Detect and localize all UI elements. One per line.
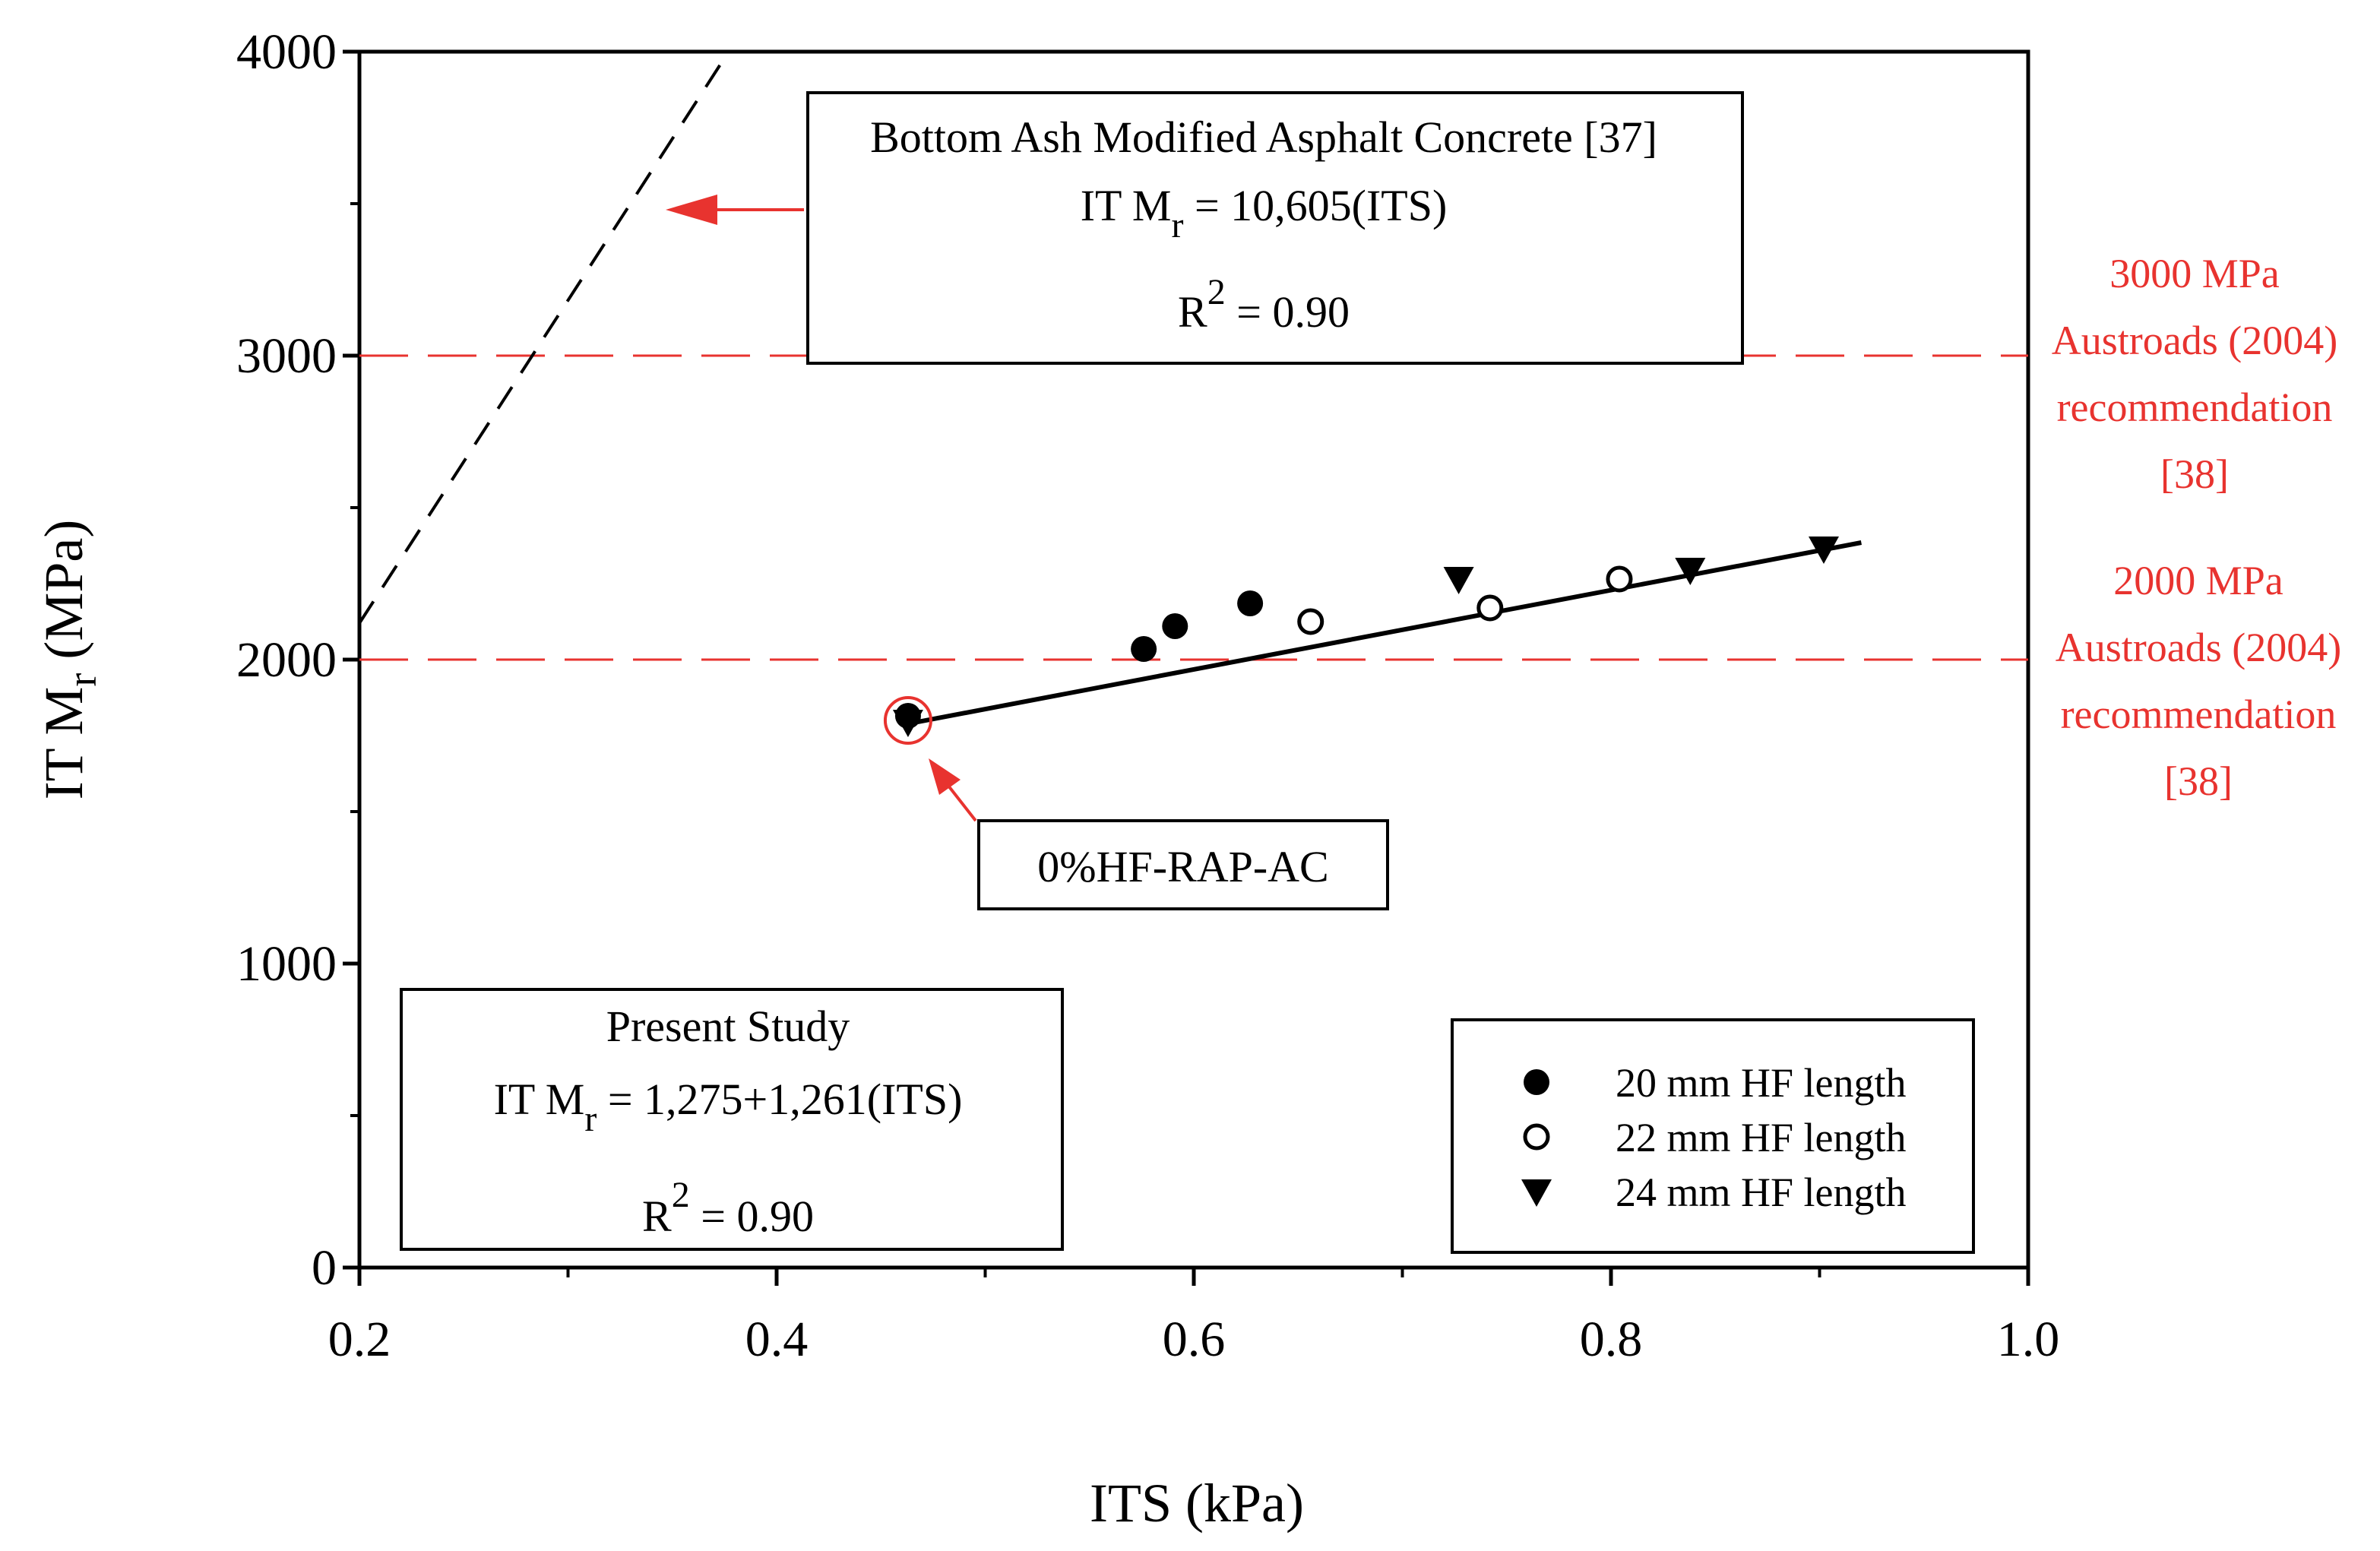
x-axis-title: ITS (kPa) [1090,1473,1304,1534]
point-24mm [892,710,923,737]
point-20mm [1131,636,1157,662]
bottom-ash-arrow-head [666,195,717,225]
legend: 20 mm HF length 22 mm HF length 24 mm HF… [1451,1018,1975,1254]
austroads-3000-label: 3000 MPa Austroads (2004) recommendation… [2052,251,2337,497]
point-22mm [1476,594,1504,622]
x-tick-label: 0.8 [1580,1312,1643,1367]
bottom-ash-regression-line [358,50,730,625]
data-points [892,537,1839,737]
highlight-arrow-shaft [947,784,977,822]
present-study-fit-line [907,540,1862,726]
y-axis-title: IT Mr (MPa) [33,520,105,800]
y-tick-label: 1000 [236,936,337,992]
austroads-2000-label: 2000 MPa Austroads (2004) recommendation… [2056,558,2341,804]
present-study-equation: IT Mr = 1,275+1,261(ITS) [494,1075,963,1139]
bottom-ash-r2: R2 = 0.90 [1178,272,1350,337]
y-tick-label: 4000 [236,24,337,80]
legend-label-22mm: 22 mm HF length [1616,1115,1907,1160]
austroads-2000-line2: Austroads (2004) [2056,625,2341,670]
point-22mm [1297,608,1325,635]
legend-marker-20mm [1524,1069,1549,1095]
highlight-callout: 0%HF-RAP-AC [883,696,1389,910]
present-study-annotation: Present Study IT Mr = 1,275+1,261(ITS) R… [400,988,1064,1251]
point-20mm [1162,613,1188,639]
austroads-2000-line4: [38] [2164,758,2233,804]
point-24mm [1443,567,1474,594]
y-tick-label: 3000 [236,328,337,384]
bottom-ash-box [806,91,1744,365]
x-tick-label: 0.6 [1163,1312,1226,1367]
austroads-2000-line1: 2000 MPa [2113,558,2283,603]
legend-marker-24mm [1521,1179,1552,1207]
present-study-box [400,988,1064,1251]
austroads-3000-line3: recommendation [2057,385,2333,430]
reference-hlines [359,354,2028,661]
legend-marker-22mm [1523,1123,1550,1151]
highlight-arrow-head [929,758,961,795]
y-tick-label: 2000 [236,632,337,688]
point-24mm [1808,537,1839,564]
fit-lines [358,50,1862,726]
highlight-label: 0%HF-RAP-AC [1037,842,1329,891]
highlight-circle [883,696,932,745]
point-22mm [1606,565,1633,593]
point-24mm [1675,558,1706,585]
axis-ticks: 0.2 0.4 0.6 0.8 1.0 0 1000 2000 3000 4000 [236,24,2059,1367]
bottom-ash-equation: IT Mr = 10,605(ITS) [1081,181,1448,245]
legend-label-24mm: 24 mm HF length [1616,1170,1907,1215]
bottom-ash-title: Bottom Ash Modified Asphalt Concrete [37… [870,112,1657,162]
x-tick-label: 0.4 [745,1312,809,1367]
present-study-title: Present Study [606,1002,850,1051]
y-tick-label: 0 [312,1240,337,1296]
austroads-3000-line1: 3000 MPa [2109,251,2280,296]
x-tick-label: 0.2 [328,1312,391,1367]
austroads-3000-line4: [38] [2160,451,2229,497]
legend-label-20mm: 20 mm HF length [1616,1060,1907,1106]
point-20mm [1237,590,1264,616]
present-study-r2: R2 = 0.90 [642,1175,814,1241]
highlight-label-box [977,819,1389,910]
austroads-2000-line3: recommendation [2061,692,2337,737]
bottom-ash-annotation: Bottom Ash Modified Asphalt Concrete [37… [666,91,1744,365]
x-tick-label: 1.0 [1997,1312,2060,1367]
austroads-3000-line2: Austroads (2004) [2052,318,2337,363]
